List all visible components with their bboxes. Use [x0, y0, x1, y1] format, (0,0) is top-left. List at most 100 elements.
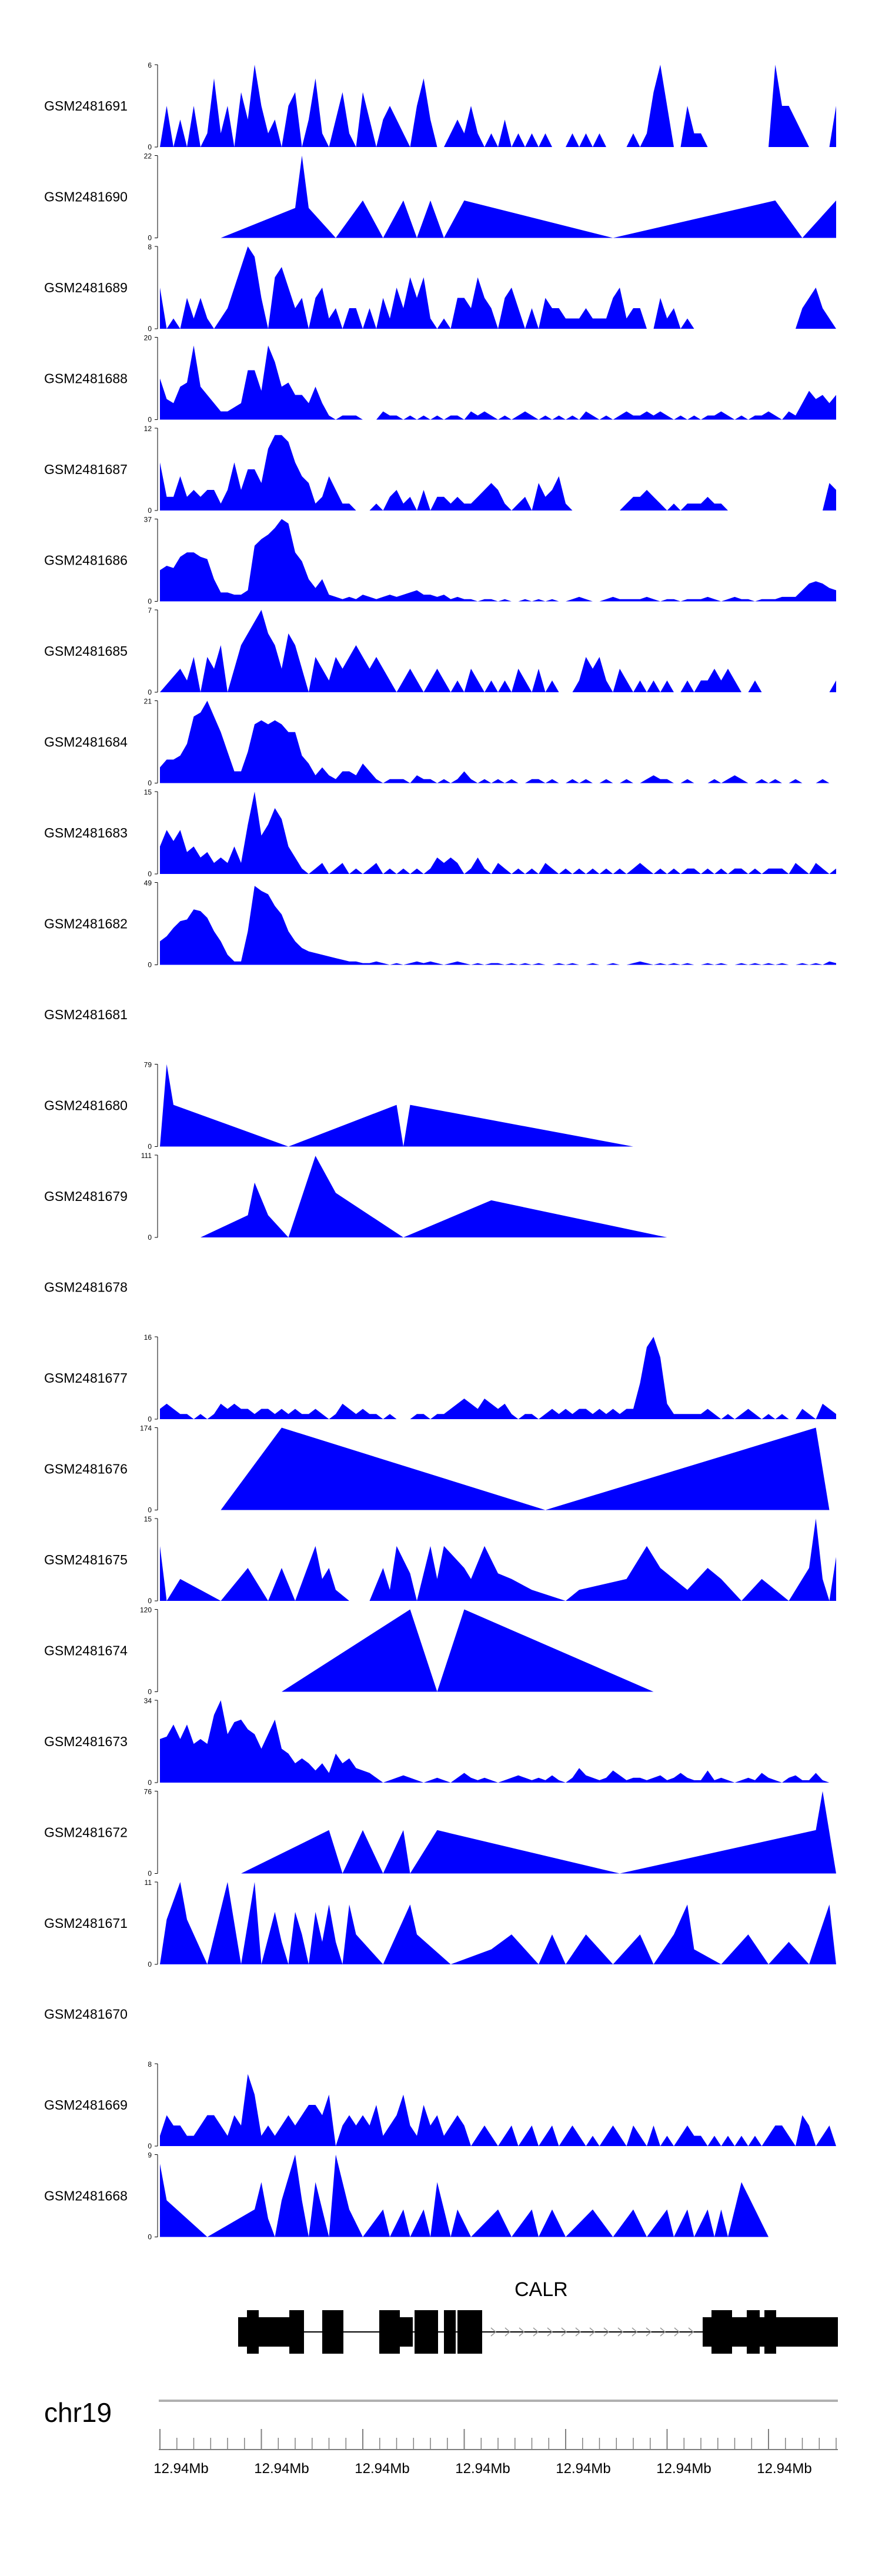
- track-GSM2481691: GSM2481691 6 0: [44, 61, 836, 151]
- track-label: GSM2481691: [44, 98, 128, 114]
- exon-block: [415, 2310, 438, 2354]
- exon-blocks: [238, 2310, 838, 2354]
- track-label: GSM2481687: [44, 462, 128, 477]
- track-GSM2481668: GSM2481668 9 0: [44, 2151, 769, 2241]
- axis-ticks: [159, 2429, 837, 2450]
- axis-tick-label: 12.94Mb: [757, 2461, 811, 2477]
- track-label: GSM2481678: [44, 1280, 128, 1295]
- coverage-area: [160, 2074, 836, 2146]
- track-label: GSM2481685: [44, 643, 128, 659]
- coverage-area: [201, 1156, 667, 1237]
- coverage-area: [220, 155, 836, 238]
- y-max-label: 8: [148, 2060, 152, 2068]
- y-zero-label: 0: [148, 1143, 152, 1151]
- track-GSM2481688: GSM2481688 20 0: [44, 334, 836, 424]
- y-max-label: 20: [144, 334, 152, 342]
- intron-arrow: [603, 2327, 610, 2337]
- track-label: GSM2481680: [44, 1098, 128, 1113]
- y-max-label: 11: [145, 1878, 152, 1887]
- track-GSM2481670: GSM2481670: [44, 2007, 128, 2022]
- y-zero-label: 0: [148, 1233, 152, 1242]
- track-GSM2481686: GSM2481686 37 0: [44, 516, 836, 606]
- y-zero-label: 0: [148, 1688, 152, 1696]
- intron-arrow: [561, 2327, 567, 2337]
- intron-arrow: [632, 2327, 638, 2337]
- axis-tick-label: 12.94Mb: [355, 2461, 409, 2477]
- y-max-label: 120: [140, 1606, 152, 1614]
- gene-model-calr: CALR: [238, 2278, 838, 2354]
- coverage-area: [160, 65, 836, 147]
- coverage-area: [160, 610, 836, 692]
- track-label: GSM2481669: [44, 2097, 128, 2113]
- y-max-label: 21: [144, 698, 152, 706]
- track-GSM2481683: GSM2481683 15 0: [44, 788, 836, 878]
- axis-tick-label: 12.94Mb: [556, 2461, 610, 2477]
- intron-arrow: [505, 2327, 511, 2337]
- exon-block: [322, 2310, 343, 2354]
- y-max-label: 49: [144, 879, 152, 887]
- track-GSM2481682: GSM2481682 49 0: [44, 879, 836, 969]
- y-max-label: 8: [148, 243, 152, 251]
- chromosome-label: chr19: [44, 2397, 112, 2428]
- track-label: GSM2481686: [44, 553, 128, 568]
- y-max-label: 22: [144, 152, 152, 161]
- exon-block: [379, 2310, 400, 2354]
- y-max-label: 15: [144, 788, 152, 796]
- y-zero-label: 0: [148, 1960, 152, 1968]
- y-zero-label: 0: [148, 779, 152, 788]
- y-max-label: 79: [144, 1061, 152, 1069]
- exon-block: [457, 2310, 482, 2354]
- y-zero-label: 0: [148, 506, 152, 515]
- track-GSM2481677: GSM2481677 16 0: [44, 1333, 836, 1423]
- coverage-area: [160, 792, 836, 874]
- intron-arrow: [575, 2327, 582, 2337]
- genome-axis: chr19 12.94Mb 12.94Mb 12.94Mb 12.94Mb 12.94M…: [44, 2397, 838, 2477]
- y-max-label: 7: [148, 606, 152, 615]
- y-zero-label: 0: [148, 325, 152, 333]
- y-max-label: 6: [148, 61, 152, 69]
- intron-arrow: [547, 2327, 553, 2337]
- coverage-area: [160, 1700, 836, 1783]
- y-zero-label: 0: [148, 598, 152, 606]
- track-label: GSM2481679: [44, 1189, 128, 1204]
- y-zero-label: 0: [148, 143, 152, 151]
- track-GSM2481690: GSM2481690 22 0: [44, 152, 836, 242]
- intron-arrow: [688, 2327, 694, 2337]
- y-max-label: 9: [148, 2151, 152, 2160]
- coverage-area: [220, 1427, 830, 1510]
- track-GSM2481671: GSM2481671 11 0: [44, 1878, 836, 1968]
- coverage-area: [160, 519, 836, 602]
- intron-arrow: [646, 2327, 652, 2337]
- y-zero-label: 0: [148, 688, 152, 696]
- exon-block: [747, 2310, 760, 2354]
- y-zero-label: 0: [148, 1597, 152, 1605]
- y-zero-label: 0: [148, 1506, 152, 1514]
- track-label: GSM2481677: [44, 1370, 128, 1386]
- intron-arrow: [674, 2327, 680, 2337]
- coverage-area: [160, 435, 836, 510]
- y-max-label: 15: [144, 1515, 152, 1523]
- track-label: GSM2481682: [44, 916, 128, 932]
- intron-arrow: [519, 2327, 525, 2337]
- track-GSM2481681: GSM2481681: [44, 1007, 128, 1022]
- track-label: GSM2481676: [44, 1461, 128, 1477]
- coverage-tracks: GSM248169160GSM2481690220GSM248168980GSM…: [44, 61, 836, 2241]
- track-GSM2481679: GSM2481679 111 0: [44, 1152, 667, 1242]
- track-GSM2481673: GSM2481673 34 0: [44, 1697, 836, 1787]
- track-label: GSM2481688: [44, 371, 128, 386]
- track-label: GSM2481681: [44, 1007, 128, 1022]
- track-GSM2481680: GSM2481680 79 0: [44, 1061, 633, 1151]
- axis-tick-label: 12.94Mb: [254, 2461, 309, 2477]
- y-max-label: 34: [144, 1697, 152, 1705]
- track-label: GSM2481670: [44, 2007, 128, 2022]
- exon-block: [711, 2310, 732, 2354]
- track-GSM2481676: GSM2481676 174 0: [44, 1424, 830, 1514]
- coverage-area: [160, 1882, 836, 1964]
- track-label: GSM2481689: [44, 280, 128, 295]
- track-label: GSM2481684: [44, 735, 128, 750]
- y-zero-label: 0: [148, 416, 152, 424]
- y-zero-label: 0: [148, 961, 152, 969]
- coverage-area: [160, 1337, 836, 1419]
- y-max-label: 174: [140, 1424, 152, 1433]
